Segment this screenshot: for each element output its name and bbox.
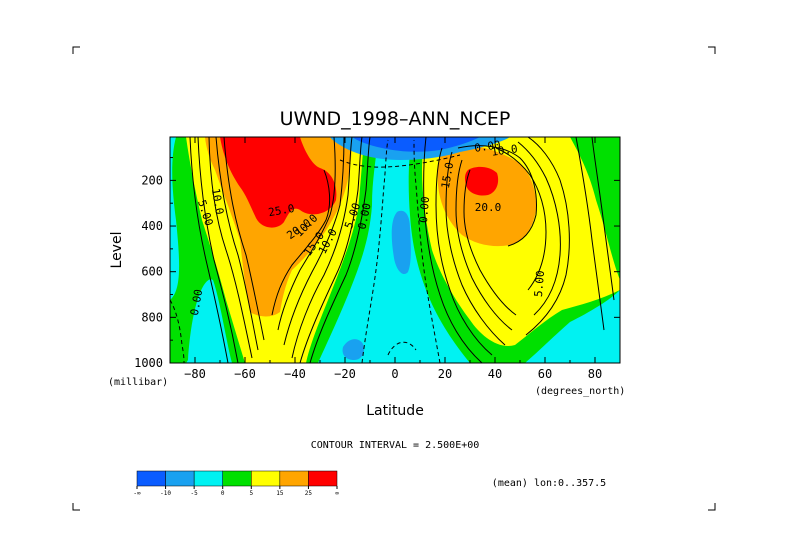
x-tick-label: 80: [588, 367, 602, 381]
colorbar-swatch: [251, 470, 281, 487]
crop-mark-bottom-left: [72, 503, 80, 511]
colorbar-tick-label: ∞: [335, 490, 339, 497]
x-axis-unit: (degrees_north): [535, 386, 625, 397]
contour-label: 5.00: [532, 270, 547, 298]
x-tick-label: 40: [488, 367, 502, 381]
contour-label: 0.00: [417, 196, 432, 224]
contour-line: [423, 137, 483, 363]
crop-mark-top-left: [72, 46, 80, 54]
colorbar-tick-label: -10: [160, 490, 171, 497]
contour-lines-positive: [189, 137, 615, 363]
contour-line: [309, 137, 371, 363]
contour-line-dashed: [387, 341, 417, 356]
colorbar-tick-label: 0: [221, 490, 225, 497]
contour-line: [495, 147, 547, 291]
colorbar-swatch: [222, 470, 252, 487]
colorbar-swatch: [136, 470, 166, 487]
mean-longitude-text: (mean) lon:0..357.5: [492, 478, 606, 489]
contour-line: [223, 137, 265, 341]
contour-line: [283, 137, 345, 346]
contour-label: 10.0: [490, 142, 518, 159]
contour-line: [455, 159, 513, 331]
contour-field: [170, 137, 620, 363]
contour-line: [189, 137, 229, 363]
contour-lines-negative: [170, 139, 461, 363]
crop-mark-bottom-right: [708, 503, 716, 511]
contour-line: [591, 137, 615, 301]
y-tick-label: 1000: [134, 356, 163, 370]
colorbar-tick-label: -5: [191, 490, 199, 497]
contour-line: [435, 147, 493, 356]
crop-mark-top-right: [708, 46, 716, 54]
x-tick-label: −20: [334, 367, 356, 381]
colorbar-swatch: [165, 470, 195, 487]
contour-label: 10.0: [209, 187, 226, 215]
x-axis-title: Latitude: [366, 403, 424, 419]
x-tick-label: −40: [284, 367, 306, 381]
contour-line-dashed: [361, 139, 389, 363]
contour-line: [277, 137, 336, 331]
x-tick-label: 60: [538, 367, 552, 381]
fill-easterly-equator: [391, 210, 411, 275]
contour-label: 20.0: [475, 201, 502, 214]
contour-line: [575, 137, 605, 331]
colorbar-tick-label: 15: [276, 490, 284, 497]
y-tick-label: 600: [141, 265, 163, 279]
fill-red-north: [464, 166, 499, 196]
colorbar-tick-label: 5: [249, 490, 253, 497]
fill-easterly-surface: [342, 339, 364, 360]
contour-line: [208, 137, 253, 359]
contour-line: [271, 169, 331, 316]
y-axis: 200 400 600 800 1000: [134, 157, 620, 370]
x-tick-label: −80: [184, 367, 206, 381]
contour-line: [215, 137, 259, 351]
y-tick-label: 200: [141, 173, 163, 187]
contour-line: [463, 169, 517, 316]
contour-line: [445, 151, 506, 346]
contour-line: [291, 137, 353, 359]
contour-line: [299, 137, 363, 363]
colorbar-swatch: [279, 470, 309, 487]
contour-label: 25.0: [267, 202, 295, 219]
contour-label: 0.00: [355, 202, 373, 231]
colorbar-swatch: [308, 470, 338, 487]
contour-line: [457, 145, 537, 247]
contour-label: 15.0: [439, 161, 456, 189]
colorbar-swatch: [193, 470, 223, 487]
colorbar-tick-label: 25: [305, 490, 313, 497]
contour-line: [197, 137, 239, 363]
colorbar: -∞ -10 -5 0 5 15 25 ∞: [133, 470, 339, 497]
fill-easterly-core: [352, 137, 480, 152]
colorbar-tick-label: -∞: [133, 490, 141, 497]
y-axis-title: Level: [109, 232, 125, 269]
y-axis-unit: (millibar): [108, 377, 168, 388]
x-tick-label: 20: [438, 367, 452, 381]
crop-marks: [72, 46, 716, 511]
contour-interval-text: CONTOUR INTERVAL = 2.500E+00: [311, 440, 480, 451]
contour-line-dashed: [413, 139, 441, 363]
contour-label: 0.00: [188, 288, 205, 316]
chart-title: UWND_1998–ANN_NCEP: [280, 108, 511, 130]
fill-red-south: [220, 137, 337, 228]
contour-line: [525, 137, 570, 336]
y-tick-label: 800: [141, 310, 163, 324]
contour-line: [517, 141, 561, 316]
x-axis: −80 −60 −40 −20 0 20 40 60 80: [169, 137, 621, 381]
y-tick-label: 400: [141, 219, 163, 233]
x-tick-label: 0: [391, 367, 398, 381]
x-tick-label: −60: [234, 367, 256, 381]
